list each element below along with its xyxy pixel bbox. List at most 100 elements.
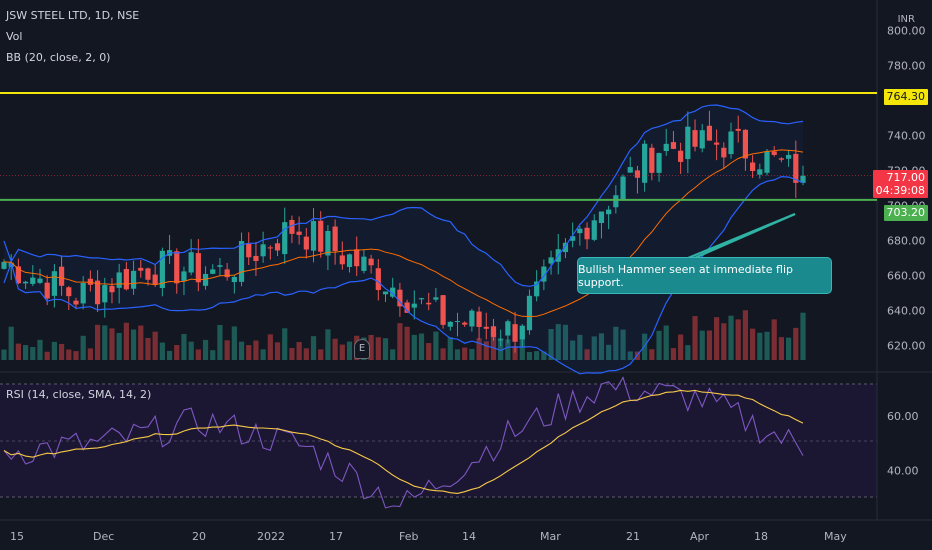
volume-bar — [296, 341, 302, 360]
candle-body — [426, 302, 432, 305]
time-tick-label: Mar — [540, 530, 561, 543]
candle-body — [440, 295, 446, 325]
volume-bar — [476, 338, 482, 360]
candle-body — [109, 285, 115, 293]
candle-body — [296, 231, 302, 235]
volume-bar — [584, 349, 590, 360]
candle-body — [246, 243, 252, 258]
candle-body — [346, 254, 353, 267]
volume-bar — [649, 349, 655, 360]
volume-bar — [397, 323, 403, 360]
symbol-title[interactable]: JSW STEEL LTD, 1D, NSE — [6, 9, 140, 22]
bollinger-legend[interactable]: BB (20, close, 2, 0) — [6, 51, 111, 64]
time-tick-label: 18 — [754, 530, 768, 543]
candle-body — [606, 209, 612, 215]
candle-body — [217, 265, 223, 267]
volume-bar — [188, 341, 194, 360]
candle-body — [253, 255, 259, 261]
volume-bar — [778, 337, 785, 360]
volume-bar — [282, 328, 288, 360]
volume-bar — [447, 337, 453, 360]
candle-body — [224, 269, 230, 278]
volume-bar — [548, 329, 554, 360]
volume-bar — [613, 326, 619, 360]
candle-body — [94, 280, 101, 305]
volume-bar — [339, 344, 345, 360]
candle-body — [505, 321, 511, 336]
candle-body — [66, 287, 72, 297]
volume-bar — [260, 349, 266, 360]
volume-bar — [440, 348, 446, 360]
volume-bar — [289, 348, 295, 360]
candle-body — [195, 253, 201, 283]
earnings-icon[interactable]: E — [354, 339, 370, 359]
volume-bar — [73, 351, 79, 360]
volume-bar — [685, 345, 691, 360]
volume-bar — [368, 334, 374, 360]
time-tick-label: 20 — [192, 530, 206, 543]
candle-body — [692, 130, 698, 147]
candle-body — [541, 266, 547, 282]
last-price-value: 717.00 — [886, 171, 926, 184]
candle-body — [138, 267, 144, 271]
candle-body — [706, 125, 713, 141]
candle-body — [411, 303, 417, 308]
volume-bar — [512, 345, 518, 360]
volume-bar — [310, 336, 317, 360]
candle-body — [102, 285, 108, 303]
volume-bar — [15, 343, 21, 360]
candle-body — [260, 244, 266, 257]
annotation-callout[interactable]: Bullish Hammer seen at immediate flip su… — [577, 257, 832, 294]
candle-body — [231, 276, 237, 283]
candle-body — [51, 271, 57, 296]
volume-bar — [375, 337, 381, 360]
time-tick-label: 14 — [462, 530, 476, 543]
rsi-legend[interactable]: RSI (14, close, SMA, 14, 2) — [6, 388, 152, 401]
candlesticks — [1, 110, 806, 353]
bollinger-basis — [3, 149, 804, 318]
volume-bar — [159, 342, 165, 360]
candle-body — [598, 211, 605, 224]
volume-bar — [238, 341, 245, 360]
volume-bar — [145, 337, 151, 360]
candle-body — [202, 273, 209, 286]
volume-bar — [699, 330, 705, 360]
candle-body — [44, 282, 50, 299]
candle-body — [267, 247, 273, 249]
volume-bar — [80, 335, 86, 360]
volume-bar — [123, 322, 129, 360]
volume-legend[interactable]: Vol — [6, 30, 23, 43]
volume-bar — [735, 319, 741, 360]
candle-body — [80, 282, 86, 304]
volume-bar — [678, 334, 684, 360]
time-tick-label: Dec — [93, 530, 114, 543]
bollinger-upper — [3, 104, 804, 287]
candle-body — [634, 170, 641, 178]
candle-body — [735, 128, 741, 131]
price-tick-label: 740.00 — [887, 130, 926, 143]
volume-bar — [224, 340, 230, 360]
candle-body — [764, 151, 770, 173]
volume-bar — [555, 324, 561, 360]
volume-bar — [562, 324, 569, 360]
candle-body — [123, 268, 129, 290]
candle-body — [188, 252, 194, 273]
candle-body — [325, 231, 331, 256]
volume-bar — [174, 345, 180, 360]
candle-body — [721, 147, 727, 158]
volume-bar — [66, 349, 72, 360]
volume-bar — [483, 341, 489, 360]
volume-bar — [202, 339, 209, 360]
price-tick-label: 660.00 — [887, 270, 926, 283]
volume-bar — [404, 326, 410, 360]
volume-bar — [109, 328, 115, 360]
candle-body — [476, 311, 482, 327]
candle-body — [390, 287, 396, 297]
volume-bar — [505, 339, 511, 360]
candle-body — [548, 257, 554, 264]
candle-body — [339, 255, 345, 265]
candle-body — [1, 261, 7, 269]
time-tick-label: Apr — [690, 530, 710, 543]
volume-bar — [771, 319, 777, 360]
candle-body — [649, 147, 655, 173]
